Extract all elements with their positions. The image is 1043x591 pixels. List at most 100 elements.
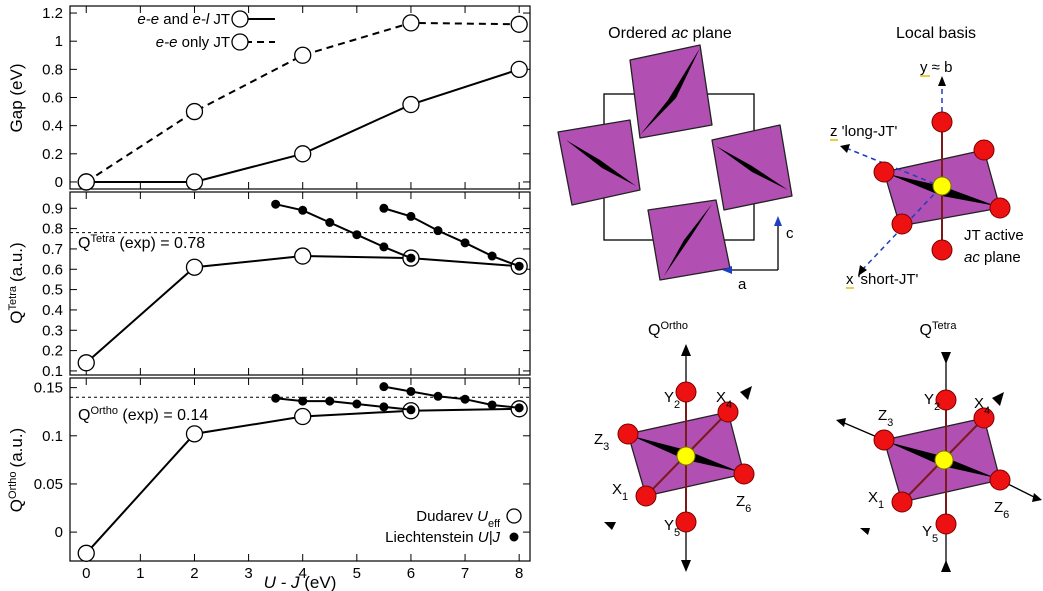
q-tetra-atom-y2: Y2: [924, 391, 940, 413]
atom-right-top: [973, 139, 995, 161]
data-point-filled: [514, 261, 524, 271]
data-point-open: [185, 102, 204, 121]
data-point-open: [294, 407, 312, 426]
data-point-open: [294, 46, 312, 64]
q-tetra-atom-z6: Z6: [994, 499, 1009, 521]
octahedron-left: [557, 119, 641, 206]
local-basis-title: Local basis: [896, 25, 976, 42]
data-point-open: [402, 14, 420, 32]
y-tick-label: 0.2: [42, 343, 63, 360]
y-tick-label: 0.8: [42, 61, 63, 78]
series-line-1: [85, 21, 520, 183]
data-point-open: [185, 173, 204, 191]
y-tick-label: 0: [55, 174, 63, 191]
data-point-filled: [487, 400, 497, 410]
y-tick-label: 0.1: [42, 363, 63, 380]
q-tetra-atom-z3: Z3: [878, 407, 893, 429]
axis-a-arrowhead: [722, 266, 732, 274]
x-tick-label: 7: [461, 565, 469, 582]
y-tick-label: 0.7: [42, 241, 63, 258]
axis-c-arrowhead: [774, 216, 782, 226]
qtetra-exp-label: QTetra (exp) = 0.78: [78, 233, 205, 252]
z-long-jt-label: z 'long-JT': [830, 123, 898, 140]
data-point-open: [294, 145, 312, 163]
axis-a-label: a: [738, 276, 747, 293]
qortho-marks: [77, 382, 528, 562]
z-axis-line: [845, 147, 941, 187]
octahedron-right: [711, 124, 793, 211]
gap-x-ticks: [85, 6, 520, 189]
x-short-jt-label: x 'short-JT': [846, 271, 919, 288]
atom-left: [873, 161, 895, 183]
legend-entry-liechtenstein: Liechtenstein U|J: [385, 529, 500, 546]
y-tick-label: 0.4: [42, 302, 63, 319]
y-axis-arrowhead: [938, 76, 946, 86]
data-point-filled: [271, 199, 281, 209]
q-ortho-atom-y2: Y2: [664, 389, 680, 411]
octahedron-bottom: [647, 199, 731, 281]
q-tetra-diagram: QTetra Y2 X4 Z3 X1 Z6 Y5: [836, 320, 1042, 572]
q-ortho-diagram: QOrtho Y2 X4 Z3 X1 Z6 Y5: [594, 320, 755, 572]
legend-marker-open-dashed: [231, 33, 249, 51]
data-point-filled: [352, 230, 362, 240]
series-line-1: [275, 397, 412, 411]
data-point-filled: [379, 382, 389, 392]
data-point-filled: [460, 394, 470, 404]
jt-active-label: JT active: [964, 227, 1024, 244]
data-point-open: [77, 354, 95, 372]
data-point-open: [185, 425, 204, 443]
atom-center: [932, 176, 952, 196]
x-tick-label: 6: [407, 565, 415, 582]
data-point-open: [77, 173, 95, 191]
qortho-exp-label: QOrtho (exp) = 0.14: [78, 405, 208, 424]
q-tetra-label: QTetra: [920, 320, 958, 339]
series-line-1: [275, 203, 412, 260]
ac-plane-diagram: Ordered ac plane c a: [557, 25, 794, 293]
data-point-filled: [406, 386, 416, 396]
q-ortho-atom-z6: Z6: [736, 493, 751, 515]
gap-y-axis-label: Gap (eV): [7, 64, 26, 133]
y-tick-label: 0.1: [42, 428, 63, 445]
q-tetra-atom-y5: Y5: [922, 523, 938, 545]
atom-bottom-left: [891, 213, 913, 235]
ac-plane-title: Ordered ac plane: [608, 25, 732, 42]
x-axis-label: U - J (eV): [264, 573, 337, 591]
series-line-2: [383, 385, 520, 409]
x-tick-label: 5: [353, 565, 361, 582]
x-tick-label: 0: [82, 565, 90, 582]
data-point-filled: [487, 251, 497, 261]
data-point-filled: [460, 238, 470, 248]
data-point-open: [510, 60, 528, 78]
axis-c-label: c: [786, 225, 794, 242]
data-point-filled: [433, 226, 443, 236]
gap-legend: e-e and e-l JT e-e only JT: [137, 10, 275, 51]
q-ortho-atom-z3: Z3: [594, 431, 609, 453]
data-point-filled: [514, 403, 524, 413]
q-ortho-label: QOrtho: [648, 320, 688, 339]
y-tick-label: 1.2: [42, 5, 63, 22]
jt-plane-label: ac plane: [964, 249, 1021, 266]
atom-top: [931, 111, 953, 133]
series-line-0: [85, 255, 520, 364]
qtetra-y-ticks: 0.1 0.2 0.3 0.4 0.5 0.6 0.7 0.8 0.9: [42, 200, 530, 380]
series-line-0: [86, 68, 520, 183]
atom-bottom: [931, 239, 953, 261]
data-point-filled: [433, 391, 443, 401]
y-tick-label: 0.9: [42, 200, 63, 217]
x-tick-label: 3: [244, 565, 252, 582]
qortho-panel: 0 0.05 0.1 0.15 0 1 2 3 4 5 6 7 8 QOrtho(a.u.) QOrt…: [7, 377, 531, 591]
qortho-legend: Dudarev Ueff Liechtenstein U|J: [385, 508, 522, 546]
data-point-open: [77, 544, 95, 562]
data-point-open: [294, 247, 312, 265]
series-line-2: [383, 207, 520, 268]
data-point-filled: [379, 402, 389, 412]
legend-entry-dudarev: Dudarev Ueff: [416, 508, 501, 530]
data-point-open: [510, 15, 528, 33]
y-tick-label: 0.05: [34, 476, 63, 493]
gap-y-ticks: 0 0.2 0.4 0.6 0.8 1 1.2: [42, 5, 530, 191]
data-point-filled: [325, 396, 335, 406]
legend-entry-ee-el: e-e and e-l JT: [137, 11, 230, 28]
legend-marker-dudarev: [506, 508, 522, 524]
qtetra-marks: [77, 199, 528, 372]
